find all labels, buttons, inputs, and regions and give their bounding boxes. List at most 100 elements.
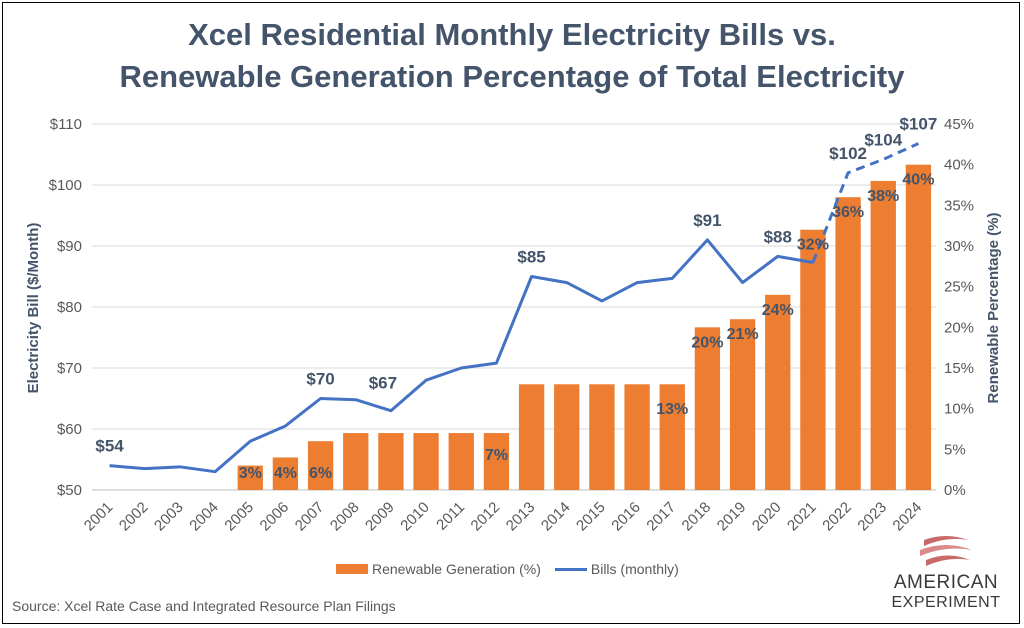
x-tick-label: 2010	[397, 499, 433, 535]
x-tick-label: 2024	[890, 499, 926, 535]
x-tick-label: 2011	[433, 499, 468, 534]
left-axis-title: Electricity Bill ($/Month)	[25, 223, 42, 394]
flag-stripes-icon	[920, 536, 972, 566]
logo-text-experiment: EXPERIMENT	[891, 594, 1001, 611]
legend-line-swatch	[554, 567, 587, 571]
renewable-bar	[694, 327, 721, 490]
left-tick-label: $70	[57, 360, 82, 377]
x-tick-label: 2003	[151, 499, 187, 535]
x-tick-label: 2019	[714, 499, 750, 535]
bills-line-projected	[811, 142, 920, 264]
right-tick-label: 5%	[944, 441, 966, 458]
renewable-bar	[448, 433, 474, 490]
gridlines	[92, 123, 936, 491]
x-tick-label: 2015	[573, 499, 609, 535]
renewable-bar	[729, 319, 756, 490]
x-tick-label: 2005	[221, 499, 257, 535]
x-tick-label: 2022	[819, 499, 855, 535]
x-tick-label: 2002	[116, 499, 152, 535]
line-data-label: $67	[369, 374, 397, 393]
right-tick-label: 40%	[944, 157, 974, 174]
line-data-label: $102	[829, 144, 867, 163]
x-tick-label: 2008	[327, 499, 363, 535]
left-axis: $50 $60 $70 $80 $90 $100 $110	[49, 116, 82, 499]
source-note: Source: Xcel Rate Case and Integrated Re…	[12, 598, 396, 614]
x-tick-label: 2014	[538, 499, 574, 535]
left-tick-label: $80	[57, 299, 82, 316]
x-tick-label: 2007	[292, 499, 328, 535]
bar-data-label: 40%	[902, 172, 934, 189]
bar-data-label: 20%	[691, 334, 723, 351]
renewable-bar	[272, 457, 299, 490]
x-tick-label: 2020	[749, 499, 785, 535]
bar-data-label: 7%	[485, 447, 508, 464]
line-data-label: $88	[764, 227, 792, 246]
bar-data-label: 24%	[762, 302, 794, 319]
right-tick-label: 45%	[944, 116, 974, 133]
x-tick-label: 2016	[608, 499, 644, 535]
legend-label-renewable: Renewable Generation (%)	[372, 561, 541, 577]
renewable-bar	[554, 384, 580, 490]
x-tick-label: 2013	[503, 499, 539, 535]
left-tick-label: $60	[57, 421, 82, 438]
x-tick-label: 2001	[81, 499, 117, 535]
renewable-bar	[905, 164, 932, 490]
renewable-bar	[483, 433, 510, 490]
renewable-bar	[589, 384, 615, 490]
renewable-bar	[518, 384, 545, 490]
bar-data-label: 32%	[797, 237, 829, 254]
bar-data-label: 4%	[274, 465, 297, 482]
renewable-bar	[800, 229, 826, 490]
renewable-bar	[870, 180, 896, 490]
line-data-label: $85	[517, 248, 545, 267]
bar-data-label: 3%	[239, 465, 262, 482]
x-tick-label: 2021	[784, 499, 820, 535]
right-tick-label: 30%	[944, 238, 974, 255]
line-data-label: $91	[693, 211, 721, 230]
line-series	[109, 142, 920, 474]
bar-data-label: 36%	[832, 204, 864, 221]
x-tick-label: 2009	[362, 499, 398, 535]
renewable-bar	[307, 441, 334, 490]
bar-series	[237, 164, 932, 490]
line-data-label: $104	[864, 130, 902, 149]
american-experiment-logo: AMERICAN EXPERIMENT	[876, 532, 1016, 622]
line-data-labels: $54 $70 $67 $85 $91 $88 $102$104$107	[95, 115, 937, 456]
x-tick-label: 2017	[643, 499, 679, 535]
bar-data-label: 13%	[656, 401, 688, 418]
renewable-bar	[659, 384, 685, 490]
x-tick-label: 2023	[854, 499, 890, 535]
x-tick-label: 2012	[468, 499, 504, 535]
right-tick-label: 25%	[944, 279, 974, 296]
legend-bar-swatch	[336, 564, 368, 574]
x-axis: 2001 2002 2003 2004 2005 2006 2007 2008 2009 2010…	[81, 499, 925, 535]
legend-item-renewable: Renewable Generation (%)	[336, 561, 541, 577]
renewable-bar	[237, 465, 263, 490]
right-tick-label: 10%	[944, 401, 974, 418]
legend-item-bills: Bills (monthly)	[554, 561, 679, 577]
renewable-bar	[624, 384, 650, 490]
chart-title-line-1: Xcel Residential Monthly Electricity Bil…	[188, 17, 836, 52]
right-axis: 0% 5% 10% 15% 20% 25% 30% 35% 40% 45%	[944, 116, 974, 499]
x-tick-label: 2004	[186, 499, 222, 535]
left-tick-label: $110	[50, 116, 82, 133]
logo-text-american: AMERICAN	[893, 572, 999, 593]
bar-data-label: 6%	[309, 465, 332, 482]
x-tick-label: 2006	[257, 499, 293, 535]
left-tick-label: $90	[57, 238, 82, 255]
right-tick-label: 0%	[944, 482, 966, 499]
legend: Renewable Generation (%) Bills (monthly)	[336, 561, 693, 577]
left-tick-label: $50	[57, 482, 82, 499]
renewable-bar	[765, 294, 791, 490]
renewable-bar	[343, 433, 369, 490]
right-tick-label: 15%	[944, 360, 974, 377]
chart-title-line-2: Renewable Generation Percentage of Total…	[119, 59, 905, 94]
right-tick-label: 35%	[944, 197, 974, 214]
renewable-bar	[413, 433, 439, 490]
left-tick-label: $100	[49, 177, 82, 194]
renewable-bar	[835, 197, 861, 490]
x-tick-label: 2018	[679, 499, 715, 535]
right-tick-label: 20%	[944, 319, 974, 336]
bar-data-labels: 3% 4% 6% 7% 13% 20% 21%24% 32%36%38%40%	[239, 172, 935, 482]
